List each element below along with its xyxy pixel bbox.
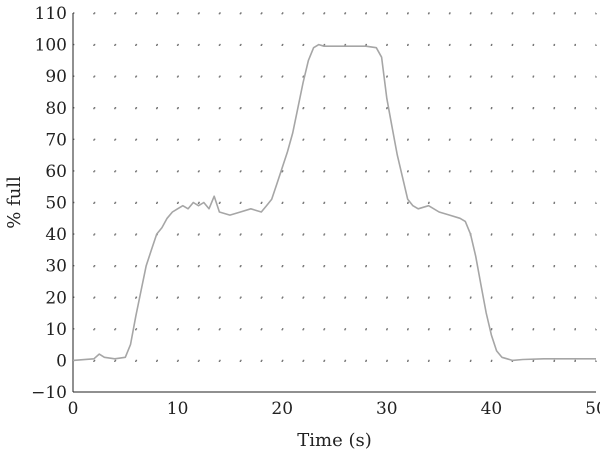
y-tick-labels: −10 0 10 20 30 40 50 60 70 80 90 100 110 <box>31 4 67 403</box>
y-tick-label: 20 <box>45 288 67 308</box>
y-tick-label: 50 <box>45 194 67 214</box>
axes <box>72 13 596 393</box>
y-tick-label: 90 <box>45 67 67 87</box>
y-tick-label: 80 <box>45 99 67 119</box>
y-tick-label: 0 <box>56 351 67 371</box>
y-tick-label: 100 <box>35 36 67 56</box>
gridlines <box>73 12 597 392</box>
x-tick-label: 10 <box>167 399 189 419</box>
y-tick-label: 30 <box>45 257 67 277</box>
x-tick-label: 30 <box>376 399 398 419</box>
y-tick-label: 40 <box>45 225 67 245</box>
y-tick-label: 70 <box>45 130 67 150</box>
y-tick-label: 10 <box>45 320 67 340</box>
x-tick-labels: 0 10 20 30 40 50 <box>68 399 600 419</box>
x-axis-title: Time (s) <box>297 430 372 451</box>
y-tick-label: 60 <box>45 162 67 182</box>
x-tick-label: 20 <box>271 399 293 419</box>
x-tick-label: 0 <box>68 399 79 419</box>
x-tick-label: 50 <box>585 399 600 419</box>
x-tick-label: 40 <box>481 399 503 419</box>
y-tick-label: 110 <box>35 4 67 24</box>
y-axis-title: % full <box>4 176 25 229</box>
y-tick-label: −10 <box>31 383 67 403</box>
series-line <box>72 43 596 362</box>
